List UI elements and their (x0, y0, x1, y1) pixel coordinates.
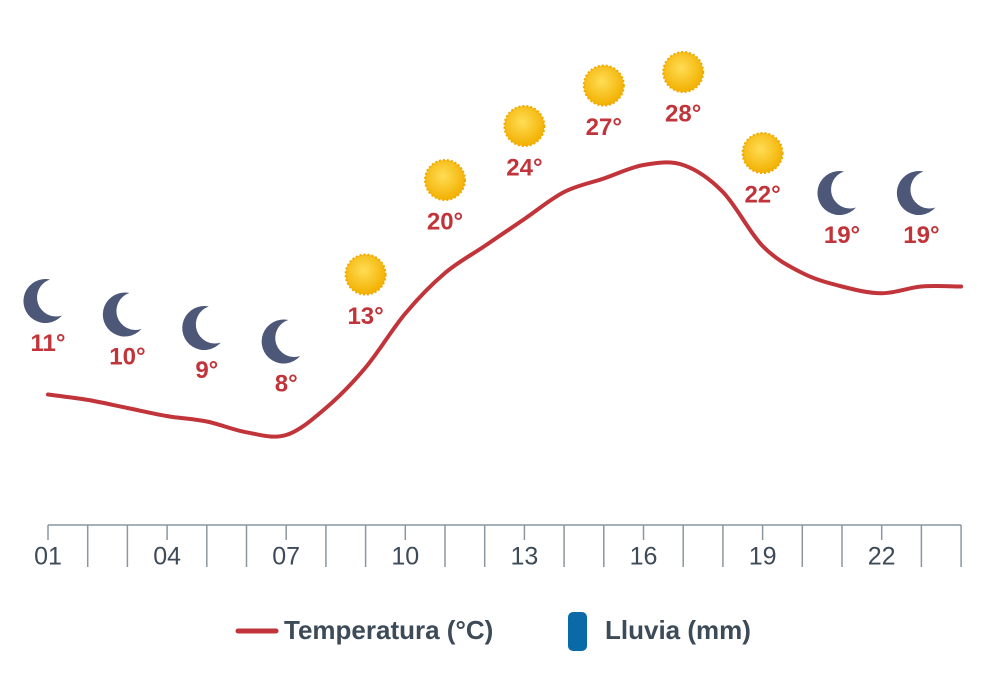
sun-icon (503, 105, 546, 147)
moon-icon (261, 319, 301, 364)
sun-icon (741, 132, 784, 174)
moon-icon (817, 171, 856, 216)
value-label: 19° (903, 222, 939, 249)
moon-icon (102, 292, 142, 337)
temperature-line (46, 160, 964, 439)
value-label: 19° (824, 222, 860, 249)
sun-icon (662, 51, 705, 93)
value-label: 10° (109, 343, 145, 370)
x-tick-label: 04 (153, 543, 181, 571)
moon-icon (182, 306, 221, 351)
sun-icon (344, 253, 387, 296)
value-label: 9° (195, 357, 218, 384)
x-tick-label: 16 (630, 543, 658, 571)
legend-label: Temperatura (°C) (284, 615, 493, 645)
sun-icon (582, 64, 625, 107)
legend-label: Lluvia (mm) (605, 615, 751, 645)
value-label: 20° (427, 208, 463, 235)
value-label: 13° (347, 303, 383, 330)
moon-icon (23, 279, 62, 324)
x-tick-label: 10 (391, 543, 419, 571)
x-tick-label: 19 (749, 543, 777, 571)
x-tick-label: 07 (272, 543, 300, 571)
sun-icon (424, 159, 466, 201)
x-tick-label: 13 (510, 543, 538, 571)
value-label: 22° (744, 181, 780, 208)
legend-swatch (568, 612, 587, 651)
moon-icon (896, 171, 936, 216)
value-label: 24° (506, 154, 542, 181)
value-label: 27° (586, 114, 622, 141)
value-label: 11° (31, 330, 66, 357)
value-label: 8° (275, 370, 298, 397)
x-tick-label: 22 (868, 543, 896, 571)
x-tick-label: 01 (34, 543, 62, 571)
legend: Temperatura (°C) Lluvia (mm) (235, 612, 751, 651)
value-label: 28° (665, 100, 701, 127)
